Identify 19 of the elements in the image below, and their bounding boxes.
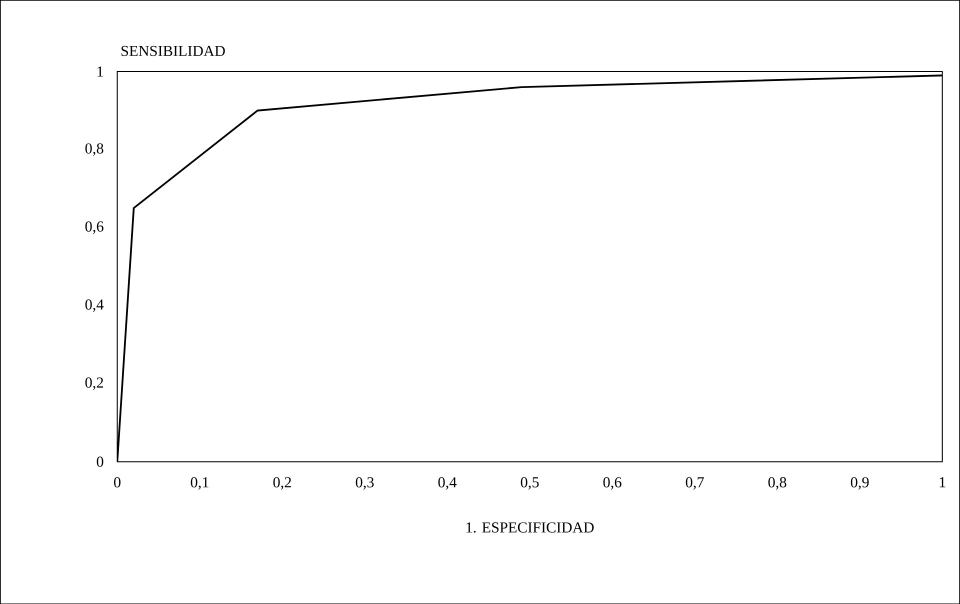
x-tick-label: 0,2 <box>273 476 291 490</box>
x-tick-label: 0,8 <box>768 476 786 490</box>
y-tick-label: 1 <box>98 66 103 76</box>
x-axis-title: 1. ESPECIFICIDAD <box>466 522 594 532</box>
y-tick-label: 0,4 <box>85 299 104 312</box>
y-tick-label: 0,6 <box>85 221 104 234</box>
x-tick-label: 0,6 <box>603 476 622 490</box>
x-tick-label: 0,3 <box>356 476 374 490</box>
y-tick-label: 0,2 <box>85 377 104 390</box>
y-axis-title: SENSIBILIDAD <box>122 46 225 56</box>
x-tick-label: 0,4 <box>438 476 457 490</box>
x-tick-label: 1 <box>940 476 946 488</box>
x-tick-label: 0,5 <box>520 476 539 490</box>
x-tick-label: 0,7 <box>686 476 704 490</box>
x-tick-label: 0,9 <box>850 476 869 490</box>
y-tick-label: 0,8 <box>85 143 104 156</box>
y-tick-label: 0 <box>96 456 104 467</box>
x-tick-label: 0,1 <box>190 476 208 490</box>
x-tick-label: 0 <box>114 476 120 488</box>
